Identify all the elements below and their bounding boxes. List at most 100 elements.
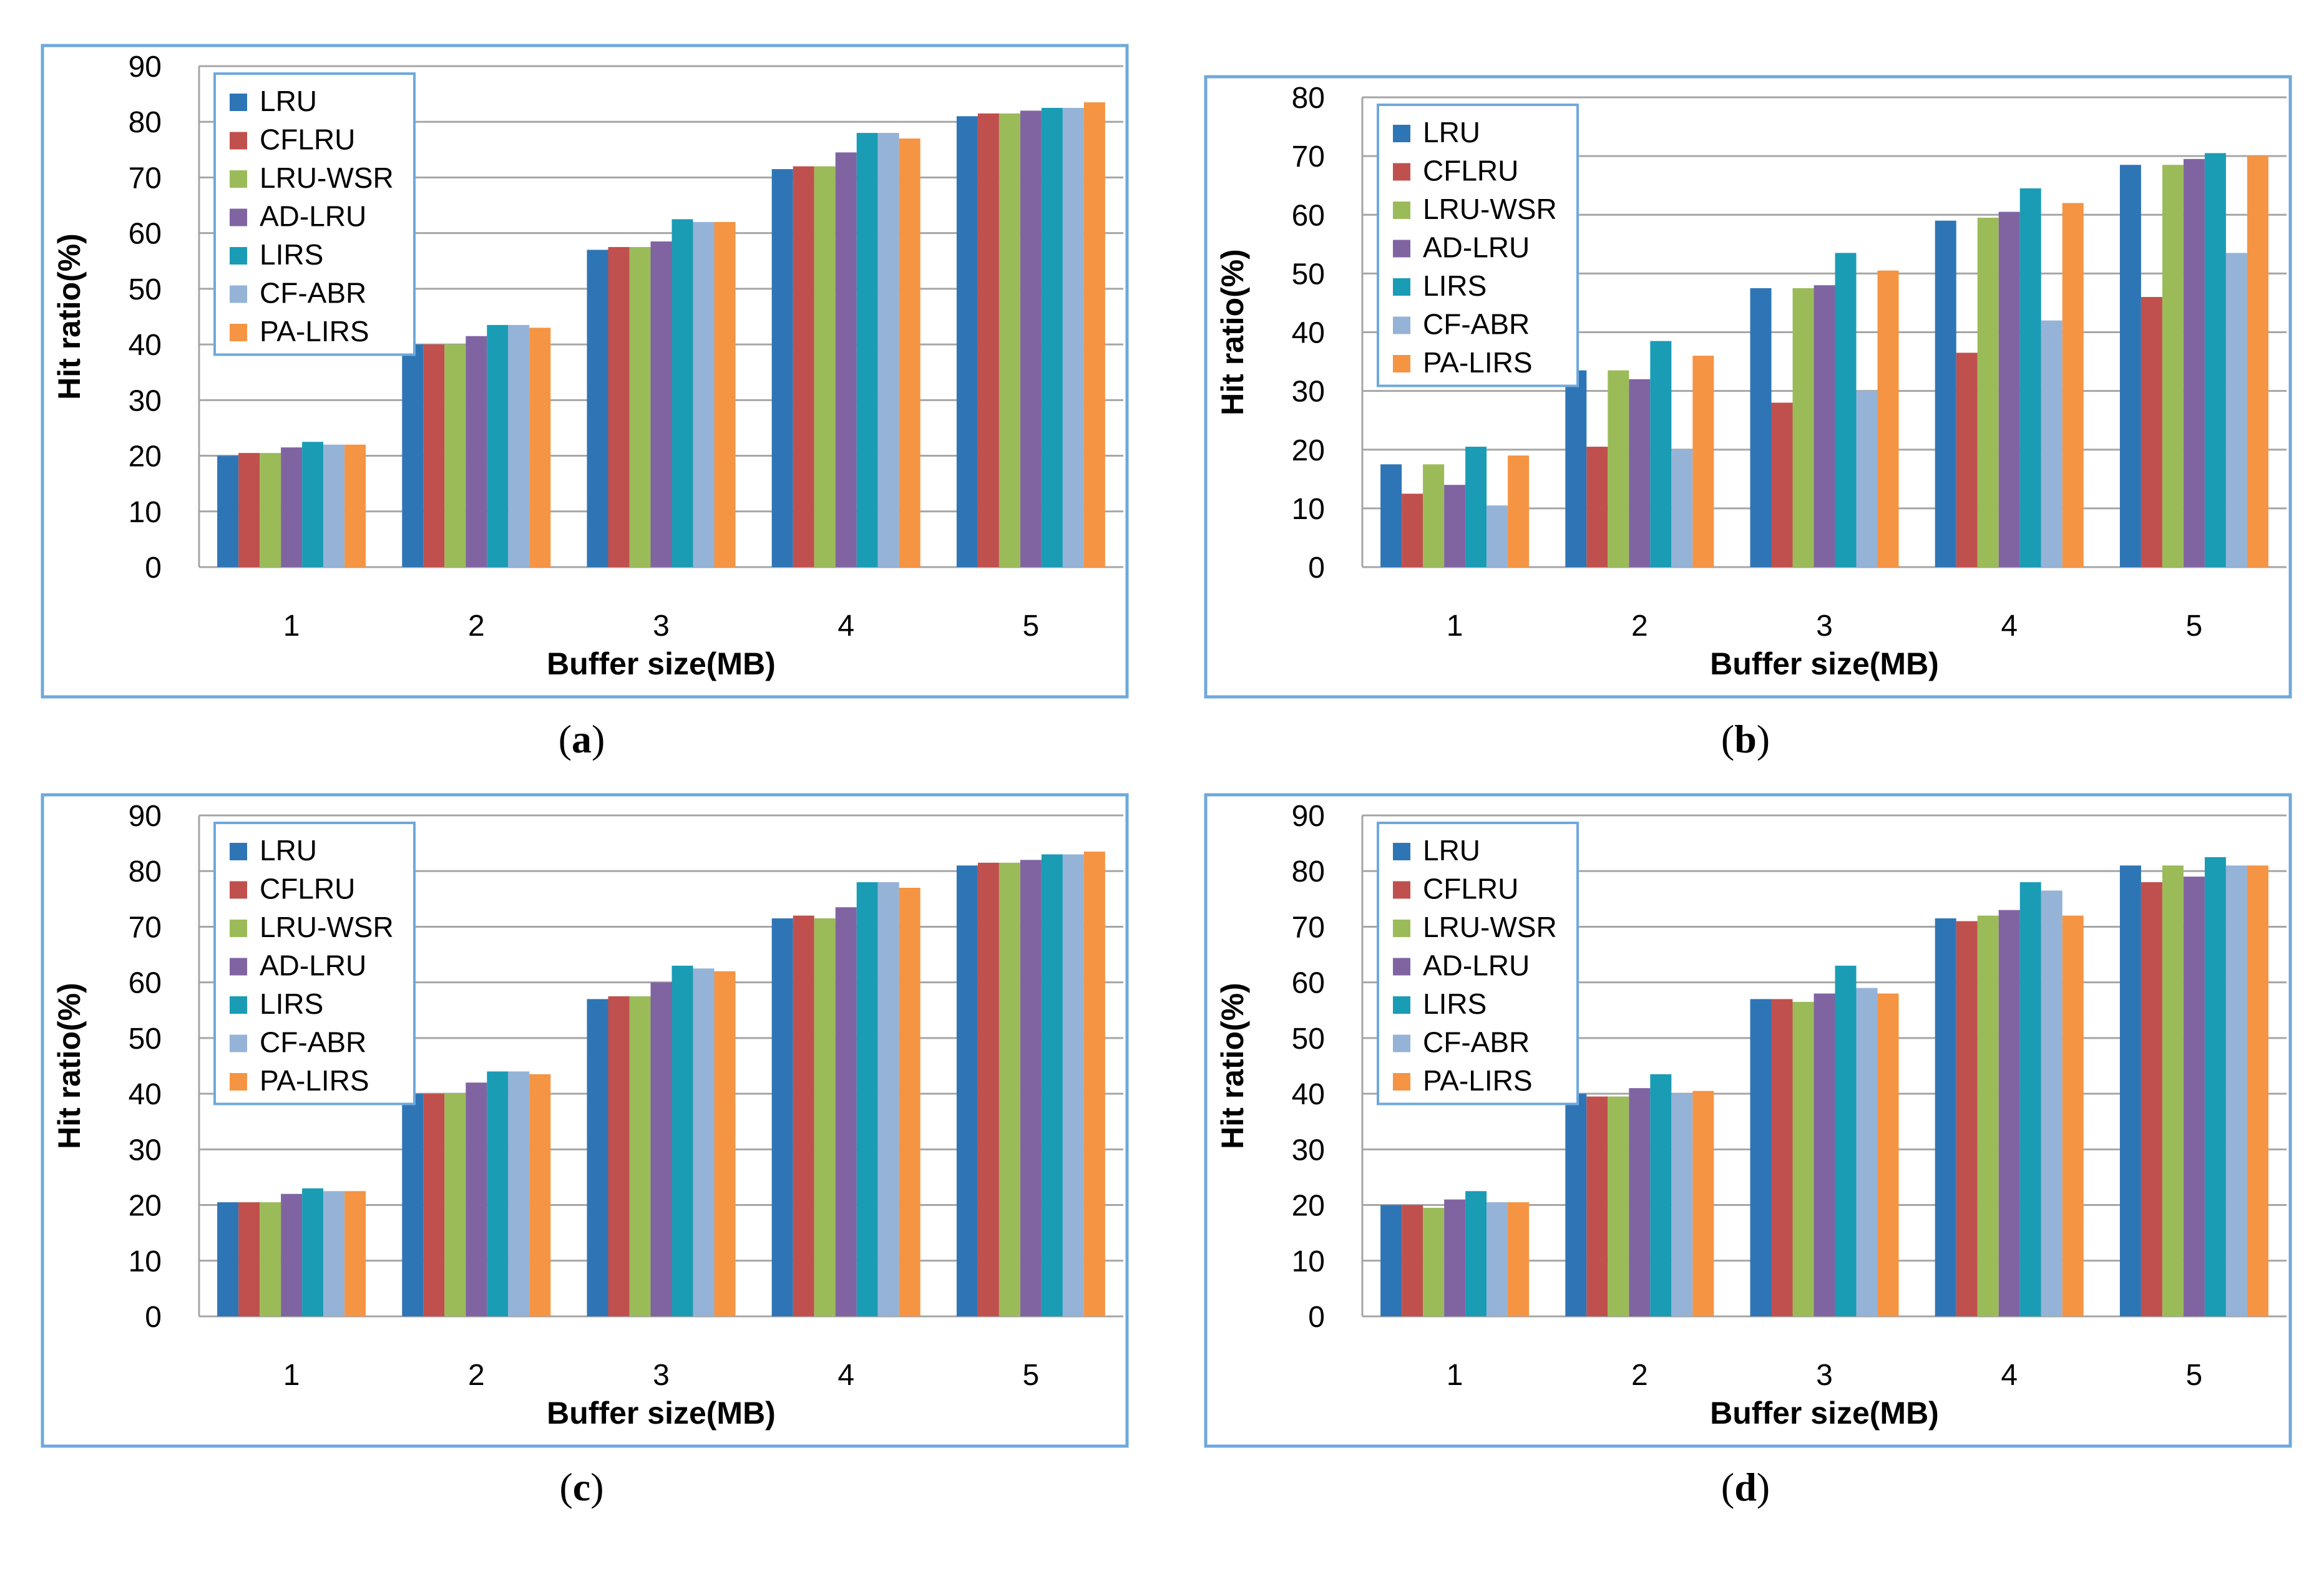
x-tick-label: 4: [837, 1359, 854, 1392]
bar-lirs-3: [1835, 965, 1857, 1316]
y-tick-label: 90: [129, 51, 162, 84]
bar-ad-lru-4: [835, 907, 857, 1316]
x-tick-label: 3: [1816, 610, 1833, 643]
bar-pa-lirs-1: [344, 1191, 366, 1316]
y-tick-label: 60: [129, 967, 162, 1000]
bar-cf-abr-2: [1671, 449, 1693, 567]
bar-cf-abr-2: [508, 1071, 530, 1316]
y-tick-label: 50: [1292, 1023, 1325, 1056]
bar-lru-wsr-3: [1792, 288, 1814, 567]
legend-swatch-cf-abr: [230, 1034, 247, 1052]
bar-lru-4: [1935, 918, 1956, 1316]
y-tick-label: 60: [1292, 967, 1325, 1000]
x-axis-title: Buffer size(MB): [547, 646, 776, 681]
bar-ad-lru-5: [2183, 158, 2205, 568]
bar-lru-wsr-4: [814, 166, 836, 568]
legend-label: AD-LRU: [1423, 231, 1530, 264]
bar-lru-3: [587, 999, 608, 1316]
bar-cf-abr-3: [693, 221, 715, 567]
x-tick-label: 4: [837, 610, 854, 643]
bar-cflru-3: [1771, 402, 1793, 567]
bar-cflru-5: [977, 862, 999, 1316]
y-tick-label: 80: [1292, 82, 1325, 115]
bar-lru-4: [771, 169, 793, 567]
x-tick-label: 5: [2186, 610, 2203, 643]
bar-pa-lirs-3: [714, 971, 736, 1316]
y-tick-label: 60: [129, 218, 162, 251]
legend-label: PA-LIRS: [1423, 1064, 1533, 1097]
bar-lru-1: [1380, 1205, 1402, 1316]
bar-lirs-2: [1650, 1074, 1672, 1316]
bar-lru-5: [956, 116, 978, 568]
bar-cf-abr-3: [1856, 391, 1878, 567]
bar-lru-wsr-1: [1423, 464, 1445, 567]
x-tick-label: 2: [1631, 610, 1648, 643]
y-tick-label: 70: [129, 162, 162, 195]
bar-lirs-4: [2019, 188, 2041, 567]
bar-pa-lirs-3: [714, 221, 736, 567]
bar-lru-wsr-5: [998, 862, 1020, 1316]
x-tick-label: 5: [2186, 1359, 2203, 1392]
y-tick-label: 90: [1292, 800, 1325, 833]
legend-label: CF-ABR: [260, 277, 366, 309]
x-tick-label: 5: [1023, 1359, 1040, 1392]
bar-cf-abr-4: [2041, 320, 2063, 567]
bar-cf-abr-5: [1062, 854, 1084, 1316]
y-tick-label: 50: [129, 1023, 162, 1056]
caption-d: (d): [1721, 1465, 1770, 1509]
bar-pa-lirs-2: [529, 1074, 551, 1316]
x-tick-label: 2: [468, 1359, 485, 1392]
bar-lru-wsr-3: [629, 996, 651, 1316]
bar-cflru-5: [2141, 297, 2162, 567]
bar-lru-wsr-4: [814, 918, 836, 1316]
y-tick-label: 30: [129, 1134, 162, 1167]
bar-lru-wsr-4: [1977, 217, 1999, 567]
bar-cf-abr-5: [2225, 253, 2247, 567]
legend-label: PA-LIRS: [1423, 346, 1533, 379]
bar-cf-abr-3: [1856, 988, 1878, 1316]
legend-label: LIRS: [1423, 270, 1487, 302]
legend-label: PA-LIRS: [260, 1064, 369, 1097]
y-tick-label: 10: [129, 496, 162, 529]
bar-lirs-2: [487, 324, 509, 567]
legend-label: LRU-WSR: [1423, 193, 1557, 225]
legend-swatch-lru-wsr: [230, 920, 247, 937]
bar-ad-lru-2: [1629, 1088, 1651, 1316]
legend: LRU CFLRU LRU-WSR AD-LRU LIRS CF-ABR PA-LIRS: [1377, 104, 1579, 387]
legend-label: LRU: [260, 834, 317, 867]
legend-swatch-lirs: [230, 247, 247, 265]
x-tick-label: 4: [2001, 1359, 2018, 1392]
bar-pa-lirs-4: [2062, 203, 2084, 567]
bar-lirs-5: [1041, 107, 1063, 568]
legend-swatch-cf-abr: [230, 285, 247, 303]
bar-lru-2: [402, 1094, 424, 1316]
bar-ad-lru-1: [1444, 485, 1466, 567]
x-tick-label: 4: [2001, 610, 2018, 643]
bar-pa-lirs-2: [1692, 356, 1714, 567]
bar-lru-wsr-3: [1792, 1001, 1814, 1316]
x-tick-label: 3: [653, 1359, 670, 1392]
bar-lru-5: [2119, 165, 2141, 567]
legend-box: [213, 72, 416, 356]
bar-cf-abr-1: [323, 444, 345, 567]
legend-label: AD-LRU: [1423, 950, 1530, 982]
x-tick-label: 2: [1631, 1359, 1648, 1392]
bar-lirs-1: [302, 1188, 324, 1316]
legend-label: LIRS: [1423, 988, 1487, 1020]
chart-panel-c: 0 10 20 30 40 50 60 70 80 90 1 2 3 4 5 Buffer size(MB) H…: [41, 793, 1129, 1448]
bar-cflru-1: [1402, 493, 1423, 567]
bar-ad-lru-2: [466, 1082, 487, 1316]
bar-lru-wsr-1: [260, 1202, 281, 1316]
bar-cflru-2: [423, 1094, 445, 1316]
bar-lru-5: [956, 865, 978, 1316]
y-tick-label: 70: [1292, 140, 1325, 173]
y-tick-label: 20: [129, 1190, 162, 1223]
bar-cflru-4: [1956, 921, 1978, 1316]
bar-ad-lru-5: [2183, 877, 2205, 1316]
legend-swatch-cf-abr: [1393, 316, 1410, 334]
chart-svg-b: 0 10 20 30 40 50 60 70 80 1 2 3 4 5 Buffer size(MB) Hit…: [1204, 75, 2292, 699]
legend-swatch-pa-lirs: [230, 324, 247, 341]
y-tick-label: 40: [129, 1078, 162, 1111]
x-tick-label: 1: [1447, 1359, 1463, 1392]
bar-ad-lru-3: [1814, 993, 1835, 1316]
